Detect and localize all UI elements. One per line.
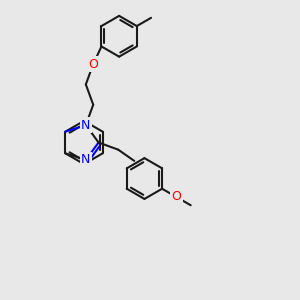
- Text: N: N: [81, 154, 91, 166]
- Text: O: O: [172, 190, 181, 203]
- Text: N: N: [81, 118, 91, 131]
- Text: O: O: [88, 58, 98, 70]
